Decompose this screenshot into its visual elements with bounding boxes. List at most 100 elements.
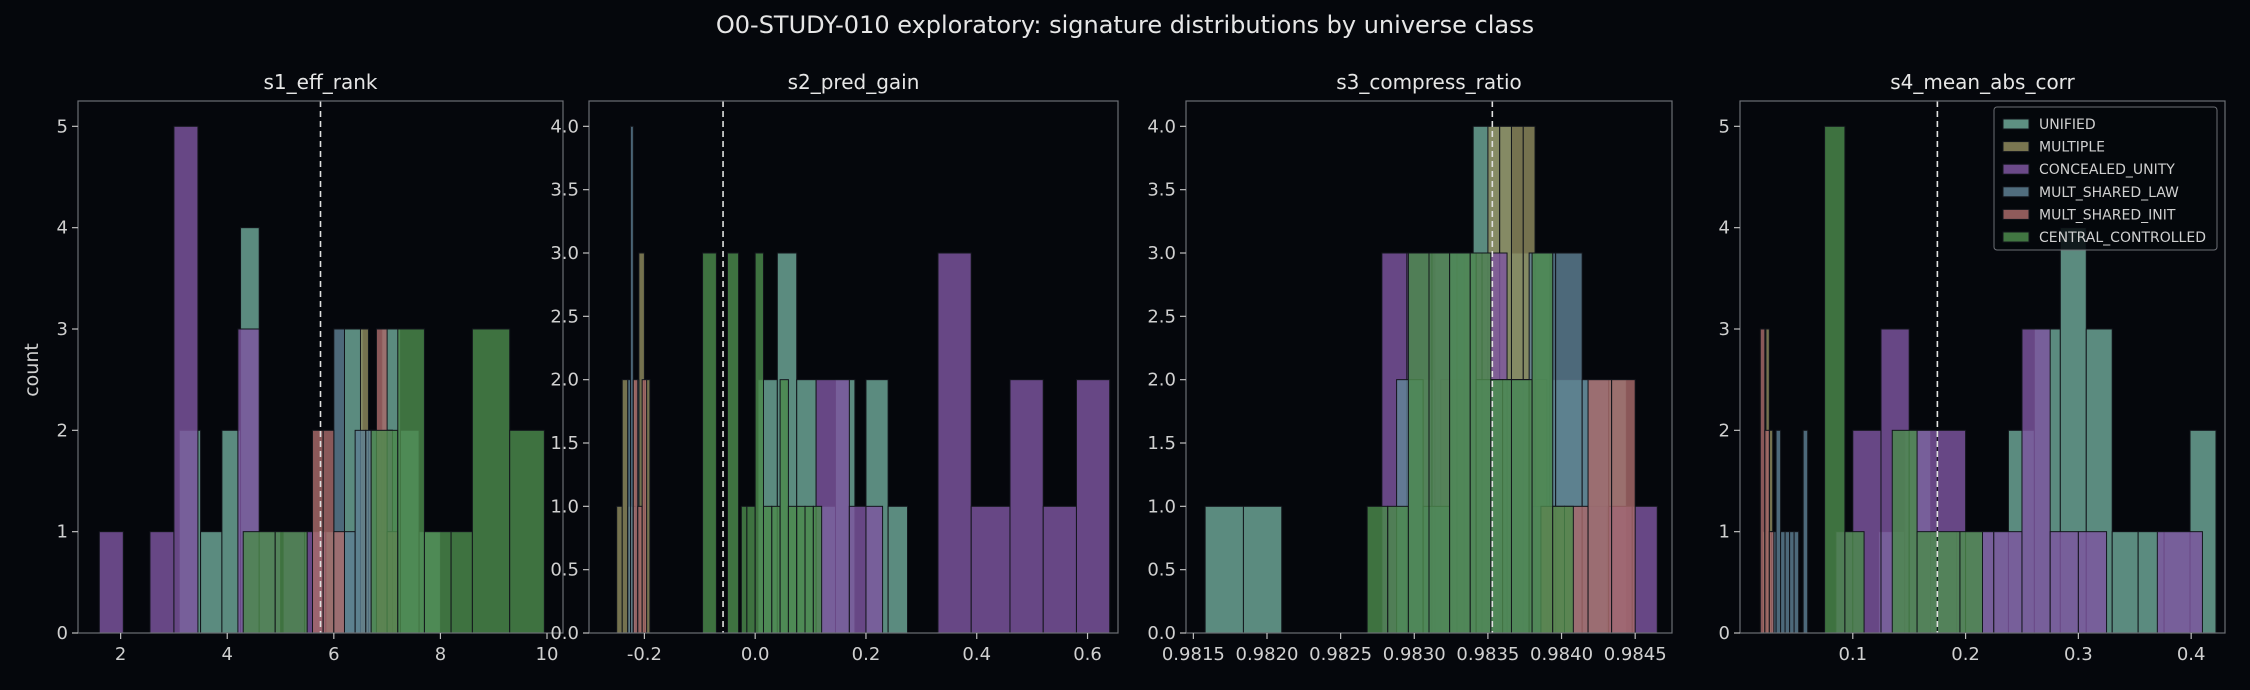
panel-title: s4_mean_abs_corr bbox=[1890, 70, 2075, 94]
series-central-controlled bbox=[1366, 252, 1574, 633]
series-central-controlled bbox=[1824, 125, 1984, 633]
histogram-bar bbox=[865, 505, 884, 633]
y-tick-label: 2.0 bbox=[550, 370, 579, 391]
y-tick-label: 3 bbox=[1719, 319, 1730, 340]
histogram-bar bbox=[1784, 531, 1791, 633]
panel-s4_mean_abs_corr: s4_mean_abs_corr 0.1 0.2 0.3 0.4 0 1 2 3 4 5 bbox=[1719, 70, 2226, 665]
histogram-bar bbox=[1075, 379, 1111, 633]
legend-swatch bbox=[2002, 141, 2030, 153]
x-tick-label: 0.9840 bbox=[1530, 644, 1593, 665]
histogram-bar bbox=[632, 379, 639, 633]
series-central-controlled bbox=[242, 328, 545, 633]
histogram-bar bbox=[771, 505, 781, 633]
histogram-bar bbox=[1490, 379, 1512, 633]
histogram-bar bbox=[1366, 505, 1389, 633]
panel-title: s3_compress_ratio bbox=[1336, 70, 1522, 94]
legend-entry: CONCEALED_UNITY bbox=[2039, 162, 2175, 178]
x-tick-label: 0.4 bbox=[962, 644, 991, 665]
x-tick-label: 4 bbox=[222, 644, 233, 665]
x-tick-label: -0.2 bbox=[627, 644, 662, 665]
y-tick-label: 0.5 bbox=[1147, 560, 1176, 581]
x-tick-label: 0.6 bbox=[1073, 644, 1102, 665]
y-tick-label: 1.5 bbox=[1147, 433, 1176, 454]
axes-frame bbox=[77, 100, 564, 634]
y-tick-label: 0.5 bbox=[550, 560, 579, 581]
panel-s3_compress_ratio: s3_compress_ratio 0.9815 0.9820 0.9825 0.983… bbox=[1147, 70, 1673, 665]
histogram-bar bbox=[887, 505, 909, 633]
histogram-bar bbox=[779, 379, 789, 633]
y-tick-label: 0 bbox=[57, 623, 68, 644]
histogram-bar bbox=[1587, 379, 1613, 633]
x-tick-label: 8 bbox=[435, 644, 446, 665]
histogram-bar bbox=[471, 328, 511, 633]
histogram-bar bbox=[970, 505, 1011, 633]
y-tick-label: 2 bbox=[57, 420, 68, 441]
histogram-bar bbox=[812, 505, 823, 633]
legend-entry: MULT_SHARED_LAW bbox=[2039, 185, 2179, 201]
series-central-controlled bbox=[702, 252, 823, 633]
legend-swatch bbox=[2002, 186, 2030, 198]
y-tick-label: 2 bbox=[1719, 420, 1730, 441]
x-tick-label: 0.4 bbox=[2177, 644, 2206, 665]
x-tick-label: 0.9845 bbox=[1604, 644, 1667, 665]
histogram-bar bbox=[312, 429, 324, 633]
y-tick-label: 3 bbox=[57, 319, 68, 340]
histogram-bar bbox=[1510, 379, 1533, 633]
y-tick-label: 2.5 bbox=[1147, 306, 1176, 327]
x-tick-label: 0.9815 bbox=[1162, 644, 1225, 665]
y-tick-label: 1 bbox=[57, 522, 68, 543]
histogram-bar bbox=[2021, 328, 2051, 633]
legend-swatch bbox=[2002, 208, 2030, 220]
histogram-bar bbox=[1042, 505, 1077, 633]
histogram-bar bbox=[740, 505, 748, 633]
legend-entry: UNIFIED bbox=[2039, 117, 2096, 133]
x-tick-label: 0.3 bbox=[2064, 644, 2093, 665]
histogram-bar bbox=[1009, 379, 1044, 633]
legend-entry: CENTRAL_CONTROLLED bbox=[2039, 230, 2206, 246]
x-tick-label: 0.9820 bbox=[1236, 644, 1299, 665]
histogram-bar bbox=[1780, 531, 1786, 633]
histogram-bar bbox=[762, 505, 773, 633]
histogram-bar bbox=[1242, 505, 1283, 633]
histogram-bar bbox=[343, 531, 356, 633]
histogram-bar bbox=[787, 505, 798, 633]
histogram-bar bbox=[322, 429, 335, 633]
histogram-bar bbox=[1631, 505, 1658, 633]
histogram-bar bbox=[1611, 379, 1636, 633]
histogram-bar bbox=[423, 531, 452, 633]
y-tick-label: 2.5 bbox=[550, 306, 579, 327]
histogram-bar bbox=[621, 379, 629, 633]
panel-title: s2_pred_gain bbox=[788, 70, 920, 94]
histogram-bar bbox=[333, 531, 345, 633]
series-mult-shared-init bbox=[1759, 328, 1775, 633]
histogram-bar bbox=[1936, 531, 1961, 633]
histogram-bar bbox=[173, 125, 199, 633]
legend-swatch bbox=[2002, 231, 2030, 243]
x-tick-label: 0.9830 bbox=[1383, 644, 1446, 665]
histogram-bar bbox=[804, 505, 814, 633]
histogram-bar bbox=[2111, 531, 2139, 633]
histogram-bar bbox=[726, 252, 740, 633]
histogram-bar bbox=[1387, 505, 1409, 633]
histogram-bar bbox=[796, 505, 806, 633]
x-tick-label: 0.0 bbox=[741, 644, 770, 665]
figure-title: O0-STUDY-010 exploratory: signature dist… bbox=[716, 11, 1534, 39]
legend-entry: MULTIPLE bbox=[2039, 140, 2105, 156]
histogram-bar bbox=[1916, 531, 1938, 633]
legend: UNIFIED MULTIPLE CONCEALED_UNITY MULT_SHARE… bbox=[1993, 106, 2218, 251]
series-mult-shared-init bbox=[632, 379, 648, 633]
histogram-bar bbox=[1768, 531, 1775, 633]
histogram-bar bbox=[937, 252, 972, 633]
histogram-bar bbox=[746, 505, 756, 633]
histogram-bar bbox=[1993, 531, 2023, 633]
x-tick-label: 0.9825 bbox=[1309, 644, 1372, 665]
y-tick-label: 1.5 bbox=[550, 433, 579, 454]
panel-s1_eff_rank: s1_eff_rank 2 4 6 8 10 0 1 2 3 4 5 bbox=[57, 70, 564, 665]
histogram-bar bbox=[2049, 531, 2079, 633]
histogram-bar bbox=[1824, 125, 1846, 633]
axes-frame bbox=[1185, 100, 1673, 634]
x-tick-label: 0.2 bbox=[852, 644, 881, 665]
legend-box bbox=[1993, 106, 2218, 251]
y-tick-label: 3.5 bbox=[1147, 180, 1176, 201]
y-tick-label: 0.0 bbox=[550, 623, 579, 644]
